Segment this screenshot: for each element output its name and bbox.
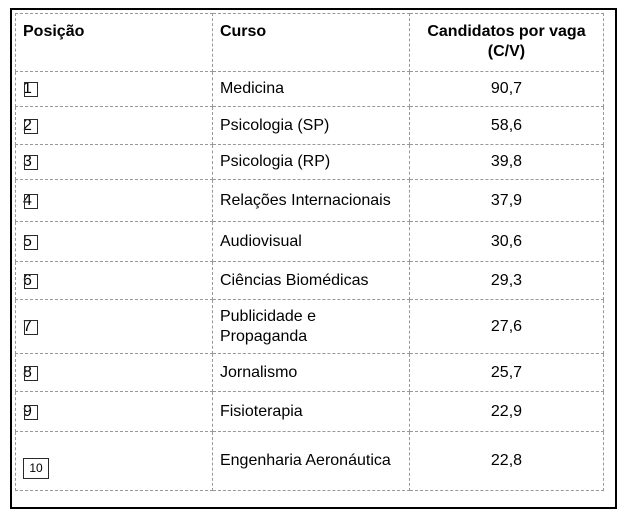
position-cell: 4 [15,179,213,222]
cv-cell: 25,7 [408,353,605,392]
position-value: 4 [23,192,38,209]
table-row: 7 Publicidade e Propaganda 27,6 [15,299,605,354]
missing-glyph-box-icon [23,365,38,381]
header-course: Curso [211,13,410,72]
cv-cell: 39,8 [408,144,605,180]
table-row: 3 Psicologia (RP) 39,8 [15,144,605,180]
position-value: 8 [23,364,38,381]
position-cell: 7 [15,299,213,354]
position-value: 5 [23,233,38,250]
table-row: 1 Medicina 90,7 [15,71,605,107]
course-cell: Fisioterapia [211,391,410,432]
missing-glyph-box-icon [23,82,38,97]
course-cell: Audiovisual [211,221,410,262]
course-cell: Publicidade e Propaganda [211,299,410,354]
header-cv: Candidatos por vaga (C/V) [408,13,605,72]
position-cell: 1 [15,71,213,107]
position-value: 7 [23,318,38,335]
position-value: 2 [23,117,38,134]
position-value: 1 [23,80,38,97]
position-cell: 2 [15,106,213,145]
position-value: 9 [23,403,38,420]
ranking-table: Posição Curso Candidatos por vaga (C/V) … [15,13,605,491]
cv-cell: 29,3 [408,261,605,300]
cv-cell: 22,9 [408,391,605,432]
position-cell: 10 [15,431,213,491]
table-row: 8 Jornalismo 25,7 [15,353,605,392]
table-row: 9 Fisioterapia 22,9 [15,391,605,432]
cv-cell: 37,9 [408,179,605,222]
position-cell: 9 [15,391,213,432]
missing-glyph-box-icon [23,319,38,335]
course-cell: Engenharia Aeronáutica [211,431,410,491]
course-cell: Jornalismo [211,353,410,392]
table-row: 5 Audiovisual 30,6 [15,221,605,262]
missing-glyph-box-icon [23,118,38,134]
cv-cell: 90,7 [408,71,605,107]
header-row: Posição Curso Candidatos por vaga (C/V) [15,13,605,72]
position-value: 6 [23,272,38,289]
table-frame: Posição Curso Candidatos por vaga (C/V) … [10,8,617,509]
table-header: Posição Curso Candidatos por vaga (C/V) [15,13,605,72]
course-cell: Psicologia (RP) [211,144,410,180]
course-cell: Relações Internacionais [211,179,410,222]
missing-glyph-box-icon [23,193,38,209]
course-cell: Psicologia (SP) [211,106,410,145]
cv-cell: 58,6 [408,106,605,145]
position-cell: 8 [15,353,213,392]
table-row: 2 Psicologia (SP) 58,6 [15,106,605,145]
missing-glyph-box-icon [23,404,38,420]
missing-glyph-box-icon [23,273,38,289]
position-cell: 3 [15,144,213,180]
cv-cell: 30,6 [408,221,605,262]
table-body: 1 Medicina 90,7 2 Psicologia (SP) 58,6 3 [15,71,605,491]
position-cell: 5 [15,221,213,262]
cv-cell: 27,6 [408,299,605,354]
position-value-framed: 10 [23,457,49,479]
course-cell: Medicina [211,71,410,107]
table-row: 10 Engenharia Aeronáutica 22,8 [15,431,605,491]
missing-glyph-box-icon [23,234,38,250]
position-cell: 6 [15,261,213,300]
header-position: Posição [15,13,213,72]
table-row: 4 Relações Internacionais 37,9 [15,179,605,222]
table-row: 6 Ciências Biomédicas 29,3 [15,261,605,300]
missing-glyph-box-icon [23,155,38,170]
course-cell: Ciências Biomédicas [211,261,410,300]
cv-cell: 22,8 [408,431,605,491]
position-value: 3 [23,153,38,170]
